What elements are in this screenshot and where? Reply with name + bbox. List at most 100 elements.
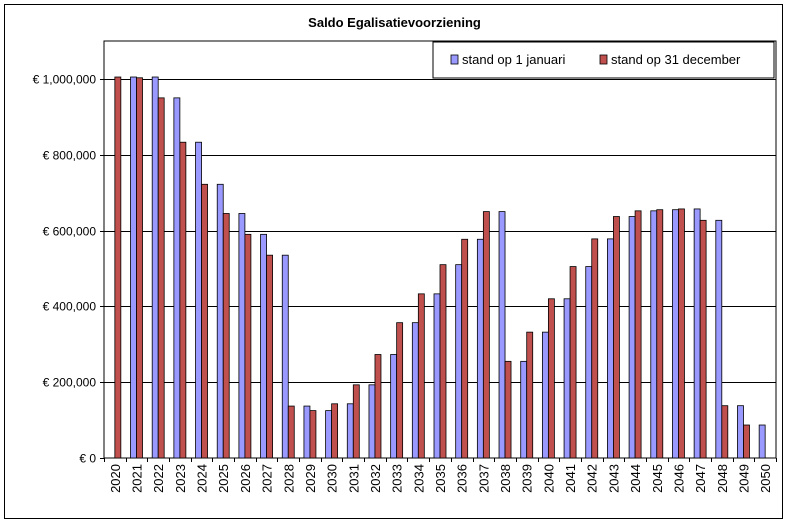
x-tick-label: 2040 <box>541 464 556 493</box>
bar-stand-1-januari <box>368 384 376 459</box>
bar-stand-1-januari <box>455 264 463 459</box>
bar-stand-31-december <box>201 183 208 459</box>
bar-stand-31-december <box>287 405 295 459</box>
x-tick-label: 2033 <box>390 464 405 493</box>
bar-stand-31-december <box>461 238 469 459</box>
x-tick-label: 2021 <box>130 464 145 493</box>
x-tick-label: 2046 <box>671 464 686 493</box>
bar-stand-1-januari <box>260 233 267 459</box>
bar-stand-1-januari <box>758 424 766 459</box>
bar-stand-1-januari <box>693 208 701 459</box>
x-tick-label: 2039 <box>520 464 535 493</box>
x-tick-label: 2047 <box>693 464 708 493</box>
bar-stand-1-januari <box>650 210 658 459</box>
x-tick-label: 2026 <box>238 464 253 493</box>
bar-stand-1-januari <box>216 183 224 459</box>
y-tick-label: € 800,000 <box>43 149 97 163</box>
bar-stand-31-december <box>721 405 729 459</box>
chart-title: Saldo Egalisatievoorziening <box>308 15 481 30</box>
bar-stand-1-januari <box>628 216 636 459</box>
legend-label: stand op 31 december <box>611 52 741 67</box>
bar-stand-31-december <box>743 424 750 459</box>
bar-stand-1-januari <box>520 360 528 459</box>
bar-stand-1-januari <box>585 266 593 459</box>
bar-stand-31-december <box>613 216 620 459</box>
y-axis: € 0 € 200,000 € 400,000 € 600,000 € 800,000 €… <box>33 73 104 466</box>
x-tick-label: 2041 <box>563 464 578 493</box>
bar-stand-31-december <box>309 410 317 459</box>
x-tick-label: 2029 <box>303 464 318 493</box>
bar-stand-1-januari <box>346 403 354 459</box>
bar-stand-31-december <box>157 97 165 459</box>
bar-stand-1-januari <box>672 209 679 459</box>
bar-stand-31-december <box>569 266 577 459</box>
y-tick-label: € 200,000 <box>43 376 97 390</box>
bar-stand-1-januari <box>411 322 419 459</box>
x-tick-label: 2025 <box>216 464 231 493</box>
bar-stand-31-december <box>482 211 490 459</box>
x-tick-label: 2024 <box>195 464 210 493</box>
bar-stand-31-december <box>222 213 230 459</box>
x-tick-label: 2031 <box>346 464 361 493</box>
bar-stand-31-december <box>352 384 360 459</box>
bar-stand-1-januari <box>303 405 311 459</box>
bar-stand-31-december <box>634 210 642 459</box>
legend-label: stand op 1 januari <box>462 52 565 67</box>
bar-stand-31-december <box>699 219 707 459</box>
x-tick-label: 2020 <box>108 464 123 493</box>
bar-stand-1-januari <box>390 354 398 459</box>
x-tick-label: 2032 <box>368 464 383 493</box>
x-tick-label: 2037 <box>476 464 491 493</box>
bar-stand-1-januari <box>541 331 549 459</box>
x-tick-label: 2036 <box>455 464 470 493</box>
bar-stand-1-januari <box>433 293 441 459</box>
x-tick-label: 2042 <box>585 464 600 493</box>
x-tick-label: 2030 <box>325 464 340 493</box>
x-tick-label: 2023 <box>173 464 188 493</box>
bar-stand-1-januari <box>607 238 614 459</box>
bar-stand-31-december <box>656 209 664 459</box>
bar-stand-1-januari <box>737 405 744 459</box>
bar-stand-1-januari <box>498 211 506 459</box>
bar-stand-31-december <box>439 264 447 459</box>
bar-stand-31-december <box>331 403 339 459</box>
bar-stand-31-december <box>179 141 187 459</box>
bar-stand-1-januari <box>476 238 484 459</box>
bar-stand-1-januari <box>151 76 159 459</box>
x-tick-label: 2022 <box>151 464 166 493</box>
y-tick-label: € 0 <box>79 452 96 466</box>
bar-stand-1-januari <box>195 141 202 459</box>
x-axis: 2020 2021 2022 2023 2024 2025 2026 2027 2028 2029… <box>104 458 777 493</box>
bar-stand-31-december <box>114 76 122 459</box>
y-tick-label: € 600,000 <box>43 225 97 239</box>
bar-stand-31-december <box>374 354 382 459</box>
x-tick-label: 2027 <box>260 464 275 493</box>
bar-stand-1-januari <box>563 298 571 459</box>
x-tick-label: 2034 <box>411 464 426 493</box>
x-tick-label: 2044 <box>628 464 643 493</box>
x-tick-label: 2035 <box>433 464 448 493</box>
bar-stand-31-december <box>526 331 534 459</box>
x-tick-label: 2049 <box>736 464 751 493</box>
x-tick-label: 2043 <box>606 464 621 493</box>
x-tick-label: 2045 <box>650 464 665 493</box>
bar-stand-1-januari <box>715 219 723 459</box>
bars <box>114 76 766 459</box>
x-tick-label: 2038 <box>498 464 513 493</box>
y-tick-label: € 1,000,000 <box>33 73 97 87</box>
legend: stand op 1 januari stand op 31 december <box>432 41 775 79</box>
x-tick-label: 2050 <box>758 464 773 493</box>
bar-stand-31-december <box>417 293 425 459</box>
bar-stand-31-december <box>591 238 599 459</box>
bar-stand-31-december <box>136 77 143 459</box>
bar-stand-31-december <box>396 322 404 459</box>
x-tick-label: 2028 <box>281 464 296 493</box>
legend-swatch <box>450 54 459 65</box>
bar-stand-31-december <box>266 254 273 459</box>
bar-stand-1-januari <box>130 76 137 459</box>
bar-stand-31-december <box>678 208 685 459</box>
bar-stand-1-januari <box>173 97 181 459</box>
bar-stand-31-december <box>547 298 555 459</box>
y-tick-label: € 400,000 <box>43 300 97 314</box>
